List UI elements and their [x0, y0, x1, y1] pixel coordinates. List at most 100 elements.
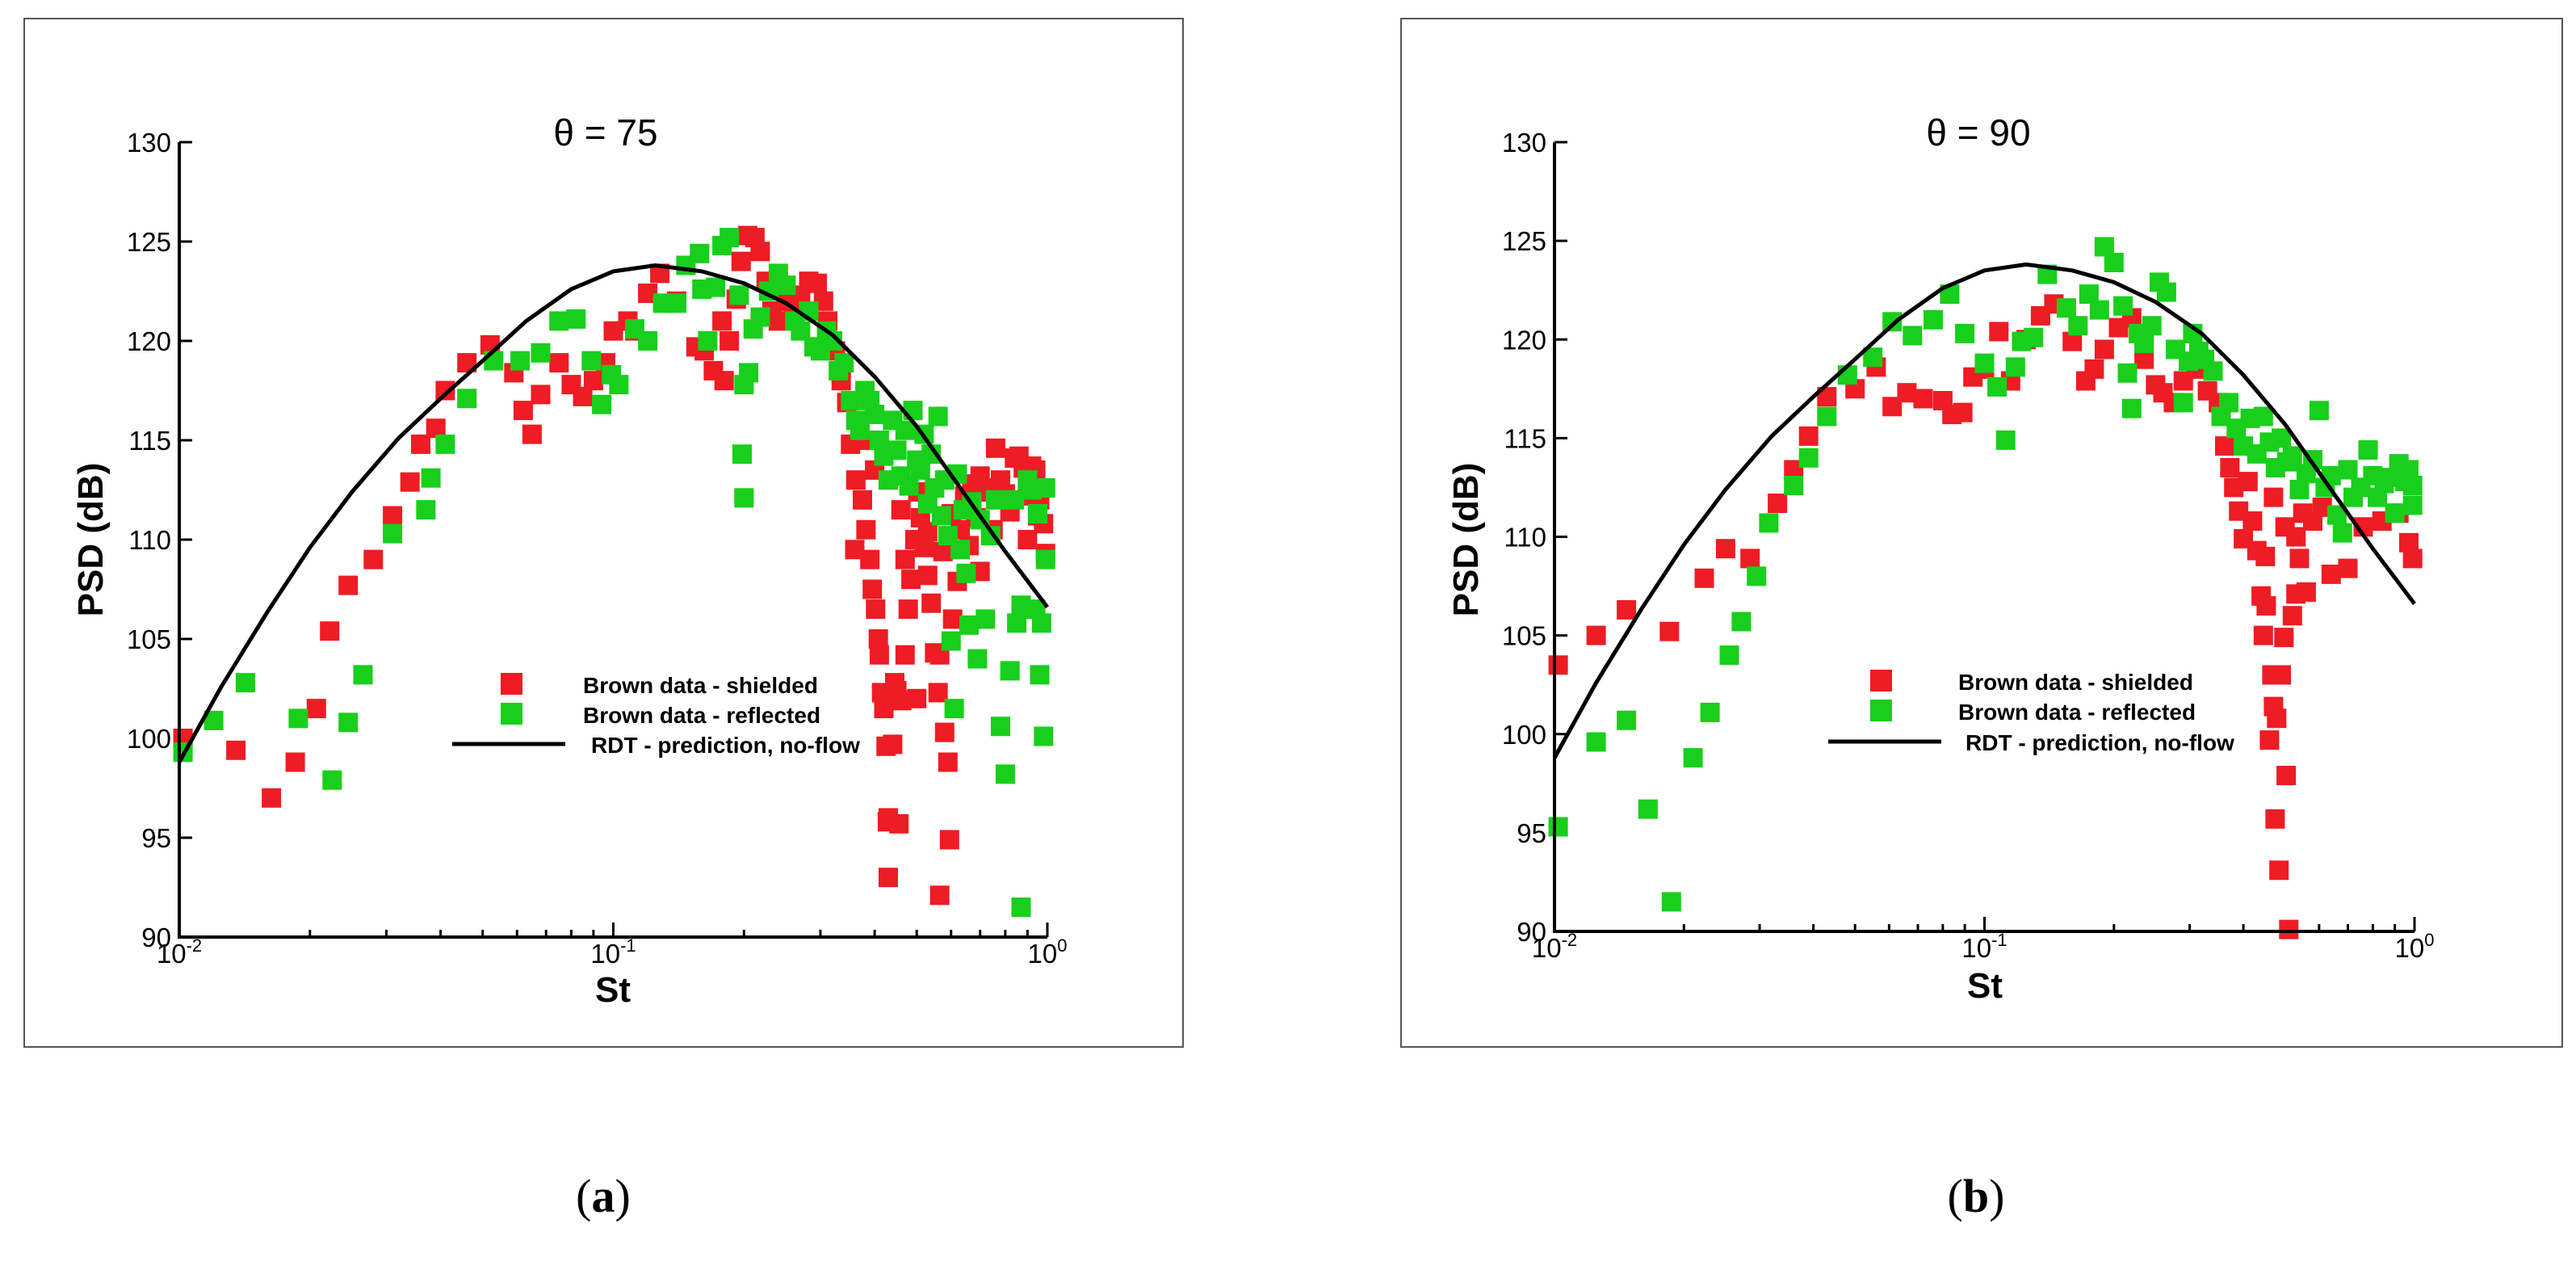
shielded-point	[2259, 730, 2280, 750]
shielded-point	[2238, 472, 2258, 492]
reflected-point	[950, 540, 971, 560]
panel-b-y-axis-title: PSD (dB)	[1446, 463, 1486, 617]
y-tick-label: 95	[141, 823, 171, 853]
shielded-point	[262, 788, 282, 808]
caption-b: (b)	[1948, 1170, 2005, 1222]
shielded-point	[583, 371, 603, 391]
panel-a-rdt-series	[177, 263, 1049, 763]
shielded-point	[750, 242, 770, 262]
shielded-point	[845, 540, 865, 560]
reflected-point	[1747, 566, 1767, 586]
reflected-point	[2056, 298, 2076, 318]
legend-reflected-swatch	[501, 703, 522, 725]
shielded-point	[866, 599, 886, 620]
reflected-point	[2024, 327, 2044, 347]
reflected-point	[2358, 440, 2378, 460]
reflected-point	[2121, 398, 2142, 418]
reflected-point	[956, 563, 976, 583]
reflected-point	[720, 228, 740, 248]
x-tick-label: 100	[1028, 935, 1068, 969]
shielded-point	[901, 570, 921, 590]
reflected-point	[1617, 710, 1637, 730]
panel-b-y-axis-ticks: 90 95 100 105 110 115 120 125 130	[1502, 128, 1567, 947]
shielded-point	[856, 519, 876, 540]
reflected-point	[1586, 732, 1606, 752]
y-tick-label: 115	[1504, 423, 1546, 453]
reflected-point	[2203, 361, 2223, 381]
shielded-point	[285, 752, 305, 772]
panel-b-shielded-series	[1548, 294, 2423, 939]
shielded-point	[1659, 621, 1680, 641]
shielded-point	[714, 371, 734, 391]
reflected-point	[2089, 300, 2109, 320]
y-tick-label: 130	[1502, 128, 1546, 158]
x-tick-label: 100	[2395, 930, 2435, 963]
reflected-point	[638, 331, 658, 351]
shielded-point	[400, 472, 420, 492]
reflected-point	[435, 434, 455, 454]
shielded-point	[2267, 708, 2287, 729]
reflected-point	[732, 444, 752, 464]
shielded-point	[939, 830, 959, 850]
reflected-point	[235, 673, 255, 693]
rdt-prediction-line	[177, 263, 1049, 763]
y-tick-label: 125	[127, 227, 171, 257]
caption-a: (a)	[576, 1170, 631, 1222]
shielded-point	[2269, 860, 2289, 881]
reflected-point	[1784, 476, 1804, 495]
reflected-point	[1683, 748, 1703, 768]
panel-a-x-axis-ticks: 10-2 10-1 100	[157, 923, 1068, 969]
y-tick-label: 100	[1502, 720, 1546, 750]
shielded-point	[383, 506, 403, 526]
panel-a-y-axis-title: PSD (dB)	[71, 463, 111, 617]
reflected-point	[549, 311, 569, 331]
shielded-point	[320, 621, 340, 641]
legend-reflected-label: Brown data - reflected	[583, 703, 820, 728]
reflected-point	[531, 343, 551, 363]
reflected-point	[2068, 316, 2088, 336]
reflected-point	[750, 307, 770, 327]
shielded-point	[2253, 625, 2273, 645]
reflected-point	[1731, 612, 1752, 632]
panel-b: θ = 90 90 95 100 105 110 115 120 125 130 10-2 10-…	[1400, 18, 2563, 1048]
shielded-point	[1715, 539, 1735, 559]
y-tick-label: 105	[1502, 621, 1546, 651]
reflected-point	[2142, 316, 2162, 336]
panel-a-frame	[23, 18, 1184, 1048]
reflected-point	[1955, 323, 1975, 343]
shielded-point	[934, 722, 954, 742]
reflected-point	[1798, 448, 1819, 468]
reflected-point	[941, 631, 961, 651]
shielded-point	[2279, 919, 2299, 939]
reflected-point	[2338, 460, 2358, 480]
y-tick-label: 110	[1504, 523, 1546, 553]
shielded-point	[531, 385, 551, 405]
reflected-point	[734, 488, 754, 508]
panel-a-reflected-series	[173, 228, 1055, 918]
reflected-point	[1000, 661, 1020, 681]
reflected-point	[1030, 665, 1050, 685]
legend-shielded-label: Brown data - shielded	[1958, 670, 2193, 695]
legend-rdt-label: RDT - prediction, no-flow	[591, 733, 860, 758]
shielded-point	[985, 438, 1005, 458]
shielded-point	[549, 353, 569, 373]
shielded-point	[1586, 625, 1606, 645]
reflected-point	[995, 764, 1015, 784]
shielded-point	[731, 251, 751, 271]
shielded-point	[879, 868, 898, 888]
shielded-point	[2094, 339, 2114, 359]
shielded-point	[907, 688, 927, 708]
reflected-point	[1034, 726, 1054, 746]
shielded-point	[2242, 511, 2263, 531]
reflected-point	[1719, 645, 1739, 665]
reflected-point	[510, 351, 531, 371]
reflected-point	[457, 389, 477, 409]
reflected-point	[1903, 326, 1923, 346]
shielded-point	[2289, 549, 2310, 569]
shielded-point	[2282, 606, 2302, 626]
reflected-point	[1011, 897, 1031, 918]
reflected-point	[1031, 613, 1051, 633]
reflected-point	[2219, 393, 2239, 413]
reflected-point	[985, 490, 1005, 510]
